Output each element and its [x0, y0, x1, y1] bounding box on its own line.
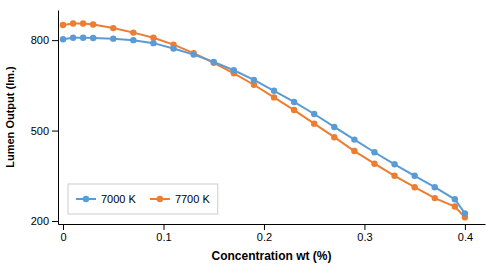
x-axis-tick: 0.2 [257, 224, 272, 243]
point [291, 99, 297, 105]
point [411, 184, 417, 190]
point [351, 136, 357, 142]
legend-box [68, 184, 218, 214]
x-axis-tick-mark [364, 224, 365, 230]
y-axis-tick-mark [52, 221, 58, 222]
x-axis-tick-mark [163, 224, 164, 230]
point [110, 35, 116, 41]
point [371, 149, 377, 155]
point [90, 35, 96, 41]
point [271, 88, 277, 94]
point [90, 21, 96, 27]
x-axis-tick-mark [63, 224, 64, 230]
x-axis-title: Concentration wt (%) [212, 249, 332, 263]
legend-marker [157, 196, 163, 202]
point [211, 60, 217, 66]
x-axis-tick-label: 0.2 [257, 231, 272, 243]
point [211, 59, 217, 65]
y-axis-title: Lumen Output (lm.) [4, 66, 16, 168]
y-axis-line [58, 11, 59, 225]
series [60, 20, 468, 220]
point [462, 210, 468, 216]
point [231, 67, 237, 73]
point [70, 20, 76, 26]
y-axis-tick-mark [52, 131, 58, 132]
series-line [63, 38, 465, 214]
point [432, 195, 438, 201]
point [251, 77, 257, 83]
point [331, 124, 337, 130]
legend-marker [83, 196, 89, 202]
x-axis-tick-label: 0.3 [357, 231, 372, 243]
y-axis-tick: 200 [31, 215, 58, 227]
point [432, 184, 438, 190]
y-axis-tick-mark [52, 40, 58, 41]
y-axis: 200 500 800 [31, 11, 59, 228]
point [190, 51, 196, 57]
x-axis: 0 0.1 0.2 0.3 0.4 [59, 224, 486, 243]
point [60, 36, 66, 42]
chart: 0 0.1 0.2 0.3 0.4 200 500 800 7000 K 7700 K Concen… [0, 0, 500, 266]
y-axis-tick: 800 [31, 34, 58, 46]
point [70, 35, 76, 41]
point [391, 161, 397, 167]
x-axis-tick: 0 [60, 224, 66, 243]
x-axis-line [59, 224, 486, 225]
x-axis-tick-label: 0.1 [156, 231, 171, 243]
point [170, 45, 176, 51]
point [130, 29, 136, 35]
point [371, 161, 377, 167]
y-axis-tick-label: 200 [31, 215, 49, 227]
point [80, 20, 86, 26]
point [150, 40, 156, 46]
point [452, 203, 458, 209]
point [311, 120, 317, 126]
point [351, 148, 357, 154]
point [291, 107, 297, 113]
x-axis-tick-label: 0.4 [458, 231, 473, 243]
legend-item: 7000 K [76, 193, 137, 205]
legend-item: 7700 K [150, 193, 211, 205]
series-line [63, 24, 465, 218]
x-axis-tick: 0.4 [458, 224, 473, 243]
plot: 0 0.1 0.2 0.3 0.4 200 500 800 7000 K 7700 K [31, 11, 486, 243]
point [411, 173, 417, 179]
x-axis-tick: 0.3 [357, 224, 372, 243]
point [130, 37, 136, 43]
y-axis-tick-label: 500 [31, 125, 49, 137]
series-layer [60, 20, 468, 220]
y-axis-tick: 500 [31, 125, 58, 137]
point [311, 111, 317, 117]
legend-label: 7700 K [175, 193, 211, 205]
point [271, 94, 277, 100]
point [452, 196, 458, 202]
y-axis-tick-label: 800 [31, 34, 49, 46]
point [80, 35, 86, 41]
legend: 7000 K 7700 K [68, 184, 218, 214]
x-axis-tick-label: 0 [60, 231, 66, 243]
point [391, 173, 397, 179]
legend-label: 7000 K [101, 193, 137, 205]
series [60, 35, 468, 217]
x-axis-tick-mark [264, 224, 265, 230]
x-axis-tick-mark [465, 224, 466, 230]
point [331, 134, 337, 140]
point [110, 25, 116, 31]
x-axis-tick: 0.1 [156, 224, 171, 243]
point [60, 22, 66, 28]
